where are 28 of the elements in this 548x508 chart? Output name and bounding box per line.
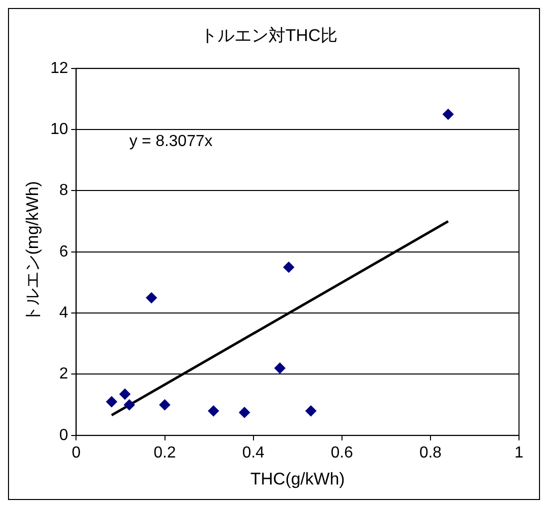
y-tick-label: 8 xyxy=(59,182,68,200)
y-axis-title: トルエン(mg/kWh) xyxy=(22,181,42,323)
x-tick-label: 0 xyxy=(72,444,81,462)
annotation: y = 8.3077x xyxy=(129,133,213,150)
x-tick-label: 0.6 xyxy=(330,444,354,462)
y-tick-label: 2 xyxy=(59,366,68,383)
point xyxy=(159,399,170,410)
point xyxy=(124,399,135,410)
point xyxy=(442,108,454,120)
point xyxy=(283,262,294,273)
y-tick-label: 0 xyxy=(59,426,68,444)
x-tick-label: 0.2 xyxy=(154,444,176,462)
point xyxy=(305,405,316,416)
point xyxy=(119,388,130,400)
chart-title: トルエン対THC比 xyxy=(200,26,338,45)
y-tick-label: 10 xyxy=(50,120,68,138)
x-axis-title: THC(g/kWh) xyxy=(250,469,345,488)
point xyxy=(146,292,157,304)
y-tick-label: 4 xyxy=(59,304,68,322)
point xyxy=(208,405,219,416)
point xyxy=(106,396,118,408)
x-tick-label: 1 xyxy=(514,444,524,462)
point xyxy=(238,406,250,418)
x-tick-label: 0.8 xyxy=(419,444,442,462)
x-tick-label: 0.4 xyxy=(242,444,265,462)
y-tick-label: 12 xyxy=(50,60,68,77)
point xyxy=(274,362,286,374)
y-tick-label: 6 xyxy=(59,243,68,260)
